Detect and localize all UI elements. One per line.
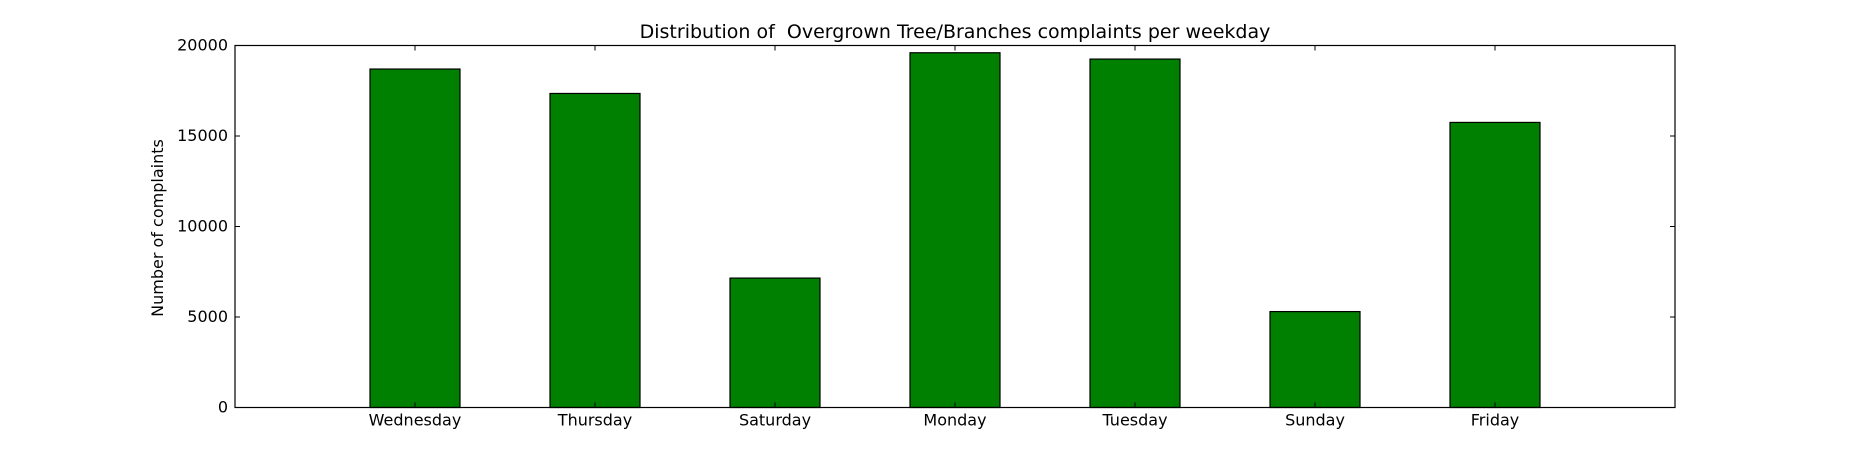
bar-thursday: [549, 92, 641, 409]
bar-monday: [909, 52, 1001, 409]
x-tick-label: Tuesday: [1101, 411, 1167, 430]
bar-tuesday: [1089, 58, 1181, 409]
y-tick-label: 0: [218, 398, 228, 417]
x-tick-label: Thursday: [557, 411, 632, 430]
x-tick-label: Friday: [1471, 411, 1520, 430]
x-tick-label: Monday: [923, 411, 986, 430]
x-tick-label: Saturday: [739, 411, 811, 430]
bar-wednesday: [369, 68, 461, 409]
y-tick-label: 15000: [177, 126, 228, 145]
bar-friday: [1449, 121, 1541, 409]
x-tick-label: Sunday: [1285, 411, 1345, 430]
labels-layer: Wednesday Thursday Saturday Monday Tuesday Su…: [177, 36, 1519, 430]
plot-area-frame: [234, 44, 1676, 409]
chart-title: Distribution of Overgrown Tree/Branches …: [640, 21, 1271, 43]
bars-layer: [369, 52, 1541, 409]
y-axis-label: Number of complaints: [148, 139, 167, 317]
bar-sunday: [1269, 310, 1361, 409]
x-tick-label: Wednesday: [369, 411, 462, 430]
y-tick-label: 5000: [187, 307, 228, 326]
bar-saturday: [729, 277, 821, 409]
y-tick-label: 20000: [177, 36, 228, 55]
y-tick-label: 10000: [177, 217, 228, 236]
